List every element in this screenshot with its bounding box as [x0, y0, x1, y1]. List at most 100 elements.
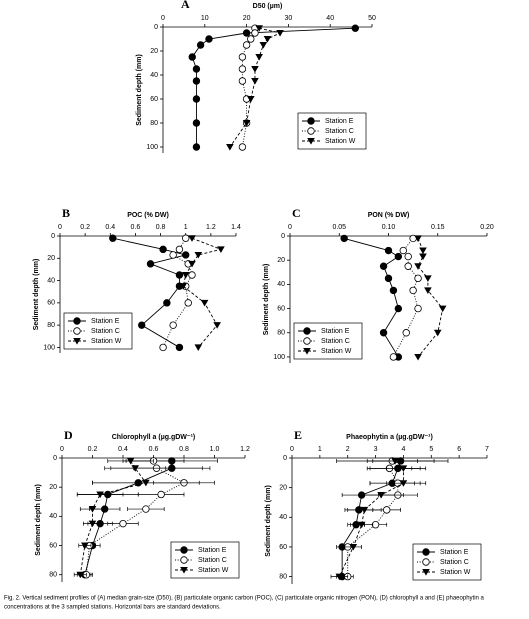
marker: [238, 77, 247, 85]
marker: [242, 41, 251, 49]
x-tick-label: 0: [58, 224, 62, 231]
legend-label: Station E: [91, 318, 120, 325]
marker: [142, 505, 150, 513]
marker: [213, 322, 221, 329]
y-tick-label: 0: [53, 455, 57, 462]
panel-label: C: [292, 206, 301, 220]
x-tick-label: 3: [374, 446, 378, 453]
marker: [251, 66, 259, 73]
marker: [96, 491, 104, 499]
x-axis-title: D50 (µm): [253, 3, 283, 10]
x-tick-label: 0.8: [156, 224, 166, 231]
marker: [246, 96, 255, 103]
y-tick-label: 80: [150, 120, 158, 127]
x-tick-label: 0: [161, 15, 165, 22]
legend-label: Station C: [440, 559, 469, 566]
x-tick-label: 0.4: [118, 446, 128, 453]
marker: [383, 506, 391, 514]
marker: [384, 274, 393, 283]
x-axis-title: PON (% DW): [368, 212, 410, 219]
marker: [192, 119, 201, 127]
x-tick-label: 40: [326, 15, 334, 22]
marker: [146, 260, 155, 268]
marker: [242, 29, 251, 37]
marker: [131, 465, 139, 472]
marker: [419, 247, 427, 255]
x-tick-label: 10: [201, 15, 209, 22]
y-tick-label: 40: [47, 277, 55, 284]
x-tick-label: 1: [184, 224, 188, 231]
marker: [192, 95, 201, 103]
marker: [182, 234, 190, 242]
marker: [433, 329, 442, 337]
marker: [251, 78, 259, 85]
y-tick-label: 0: [283, 455, 287, 462]
marker: [247, 35, 255, 43]
x-tick-label: 0.20: [480, 224, 494, 231]
x-axis-title: Phaeophytin a (µg.gDW⁻¹): [346, 434, 433, 441]
x-tick-label: 5: [429, 446, 433, 453]
y-tick-label: 20: [47, 255, 55, 262]
marker: [438, 305, 447, 313]
caption-line: concentrations at the 3 sampled stations…: [4, 605, 221, 611]
x-tick-label: 30: [285, 15, 293, 22]
marker: [414, 304, 422, 313]
series-line: [84, 460, 173, 575]
marker: [188, 235, 196, 242]
marker: [340, 234, 348, 243]
marker: [159, 245, 167, 254]
legend-label: Station W: [198, 567, 229, 574]
marker: [414, 353, 422, 361]
y-tick-label: 0: [154, 24, 158, 31]
legend-marker: [307, 138, 315, 145]
marker: [242, 120, 251, 127]
marker: [226, 144, 234, 151]
marker: [424, 275, 432, 282]
marker: [81, 542, 89, 550]
y-tick-label: 60: [277, 305, 285, 312]
y-tick-label: 40: [49, 513, 57, 520]
marker: [179, 283, 187, 290]
caption-line: Fig. 2. Vertical sediment profiles of (A…: [4, 596, 485, 602]
y-tick-label: 60: [47, 300, 55, 307]
legend-marker: [180, 546, 188, 554]
legend-label: Station C: [198, 557, 227, 564]
marker: [76, 571, 85, 579]
marker: [263, 36, 272, 43]
marker: [360, 506, 369, 514]
marker: [175, 343, 184, 352]
x-tick-label: 0.15: [431, 224, 445, 231]
marker: [188, 271, 196, 279]
legend-marker: [307, 127, 315, 135]
panel-label: B: [62, 206, 70, 220]
marker: [169, 251, 177, 259]
legend-marker: [180, 567, 188, 574]
legend-marker: [73, 327, 81, 335]
x-tick-label: 0.2: [88, 446, 98, 453]
x-tick-label: 6: [457, 446, 461, 453]
legend-label: Station C: [91, 328, 120, 335]
y-axis-title: Sediment depth (mm): [136, 54, 143, 126]
marker: [238, 65, 247, 73]
legend-label: Station W: [321, 348, 352, 355]
marker: [349, 543, 358, 551]
marker: [377, 492, 385, 499]
marker: [351, 24, 359, 32]
marker: [188, 260, 196, 268]
legend-label: Station W: [325, 138, 356, 145]
marker: [169, 321, 177, 329]
marker: [414, 235, 422, 243]
x-tick-label: 0.6: [149, 446, 159, 453]
legend-label: Station E: [198, 547, 227, 554]
y-tick-label: 20: [279, 484, 287, 491]
marker: [389, 286, 398, 295]
marker: [379, 262, 388, 270]
series-line: [338, 460, 404, 577]
marker: [379, 329, 388, 337]
marker: [238, 53, 247, 61]
y-tick-label: 100: [146, 144, 158, 151]
marker: [399, 465, 408, 472]
y-tick-label: 20: [49, 484, 57, 491]
